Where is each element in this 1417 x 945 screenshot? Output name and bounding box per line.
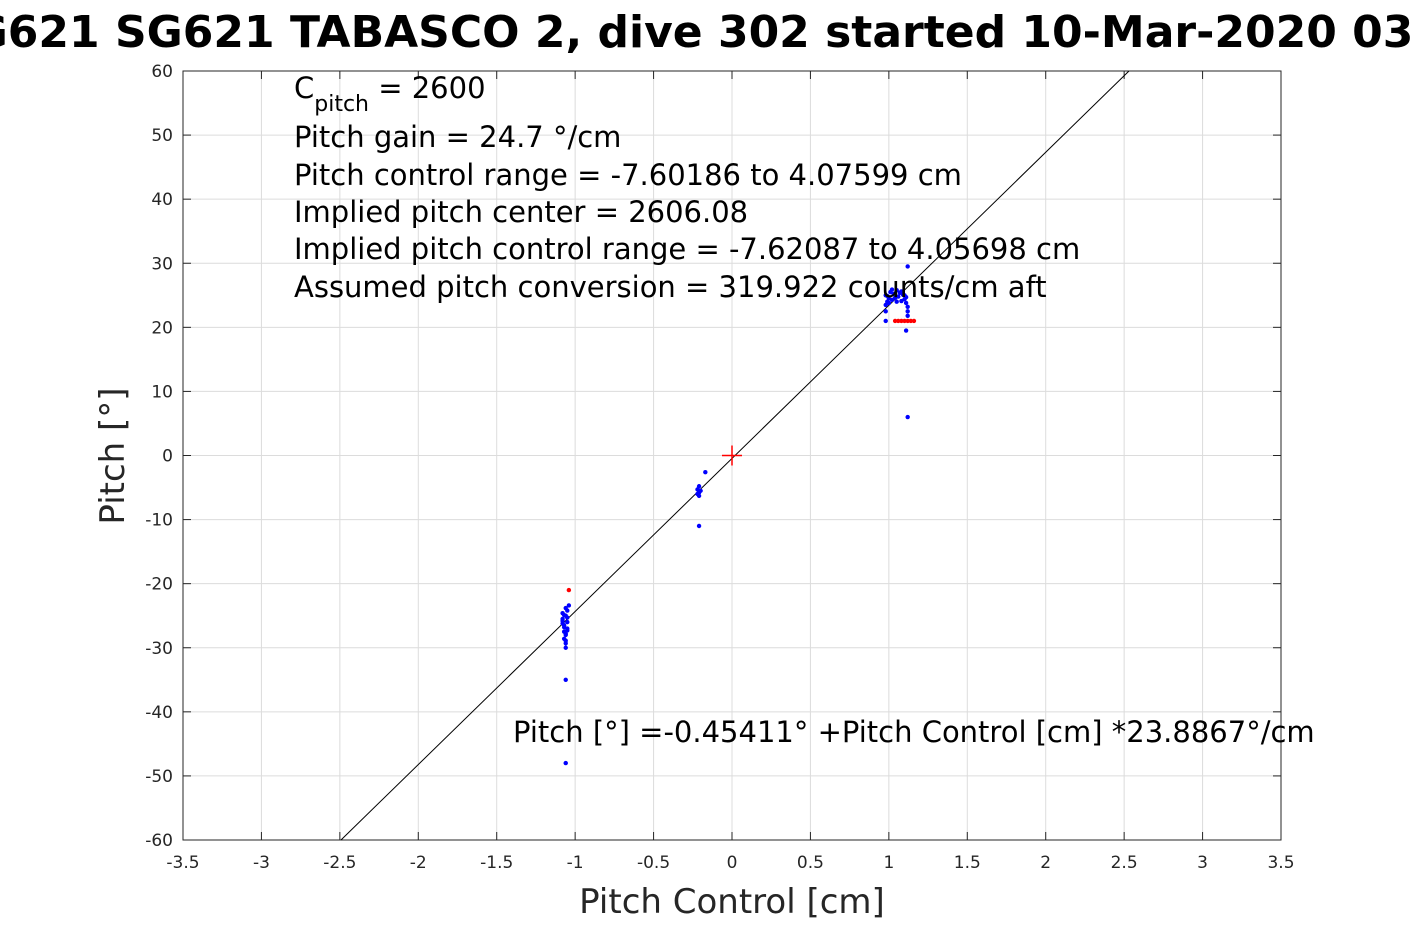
red-data-point <box>902 318 907 324</box>
x-tick-label: -3 <box>253 853 270 873</box>
y-tick-label: 50 <box>151 126 173 146</box>
red-data-point <box>566 587 572 593</box>
cpitch-main: C <box>294 71 314 105</box>
y-tick-label: 30 <box>151 254 173 274</box>
cpitch-value: = 2600 <box>369 71 486 105</box>
blue-data-point <box>560 618 565 624</box>
red-data-point <box>908 318 914 324</box>
fit-equation-annotation: Pitch [°] =-0.45411° +Pitch Control [cm]… <box>513 715 1315 749</box>
x-tick-label: -2.5 <box>323 853 356 873</box>
blue-data-point <box>905 264 910 269</box>
x-tick-label: -1.5 <box>480 853 513 873</box>
red-data-point <box>905 318 910 324</box>
blue-data-point <box>698 488 703 493</box>
y-tick-label: -10 <box>145 511 173 531</box>
red-data-point <box>892 318 898 324</box>
blue-data-point <box>894 287 899 293</box>
blue-data-point <box>563 638 568 643</box>
y-tick-label: -60 <box>145 831 173 851</box>
blue-data-point <box>566 603 572 608</box>
implied-pitch-center-annotation: Implied pitch center = 2606.08 <box>294 195 748 229</box>
blue-data-point <box>905 304 910 310</box>
blue-data-point <box>885 293 890 299</box>
y-tick-label: 20 <box>151 318 173 338</box>
blue-data-point <box>903 295 909 300</box>
y-tick-label: -40 <box>145 703 173 723</box>
blue-data-point <box>891 291 896 297</box>
blue-data-point <box>886 300 892 306</box>
blue-data-point <box>563 760 568 766</box>
blue-data-point <box>695 491 700 497</box>
x-tick-labels: -3.5 -3 -2.5 -2 -1.5 -1 -0.5 0 0.5 1 1.5 2 2.5 3 3.5 <box>166 853 1294 873</box>
blue-data-point <box>905 309 910 314</box>
blue-data-point <box>565 615 570 620</box>
x-axis-label: Pitch Control [cm] <box>579 882 885 922</box>
blue-data-point <box>563 645 568 650</box>
blue-data-point <box>563 605 568 611</box>
blue-data-point <box>905 313 910 318</box>
blue-data-point <box>696 484 702 489</box>
y-tick-label: -30 <box>145 639 173 659</box>
y-tick-label: 10 <box>151 382 173 402</box>
y-tick-label: -50 <box>145 767 173 787</box>
x-tick-label: 0.5 <box>797 853 824 873</box>
origin-marker <box>722 445 742 466</box>
y-tick-labels: -60 -50 -40 -30 -20 -10 0 10 20 30 40 50 60 <box>145 62 173 851</box>
cpitch-subscript: pitch <box>314 92 369 117</box>
cpitch-annotation: Cpitch = 2600 <box>294 71 486 117</box>
data-points <box>560 264 917 766</box>
red-data-point <box>911 318 917 324</box>
pitch-control-range-annotation: Pitch control range = -7.60186 to 4.0759… <box>294 158 962 192</box>
red-data-point <box>899 318 904 324</box>
blue-data-point <box>894 299 899 304</box>
chart-title: SG621 SG621 TABASCO 2, dive 302 started … <box>0 7 1417 58</box>
y-axis-label: Pitch [°] <box>93 387 133 524</box>
blue-data-point <box>903 300 909 306</box>
x-tick-label: 1 <box>883 853 894 873</box>
grid-lines <box>182 70 1282 841</box>
axis-ticks <box>182 70 1282 841</box>
y-tick-label: 40 <box>151 190 173 210</box>
y-tick-label: 0 <box>162 447 173 467</box>
blue-data-point <box>561 625 567 630</box>
blue-data-point <box>565 619 570 625</box>
blue-data-point <box>903 328 909 333</box>
blue-data-point <box>905 414 910 420</box>
x-tick-label: -0.5 <box>637 853 670 873</box>
red-data-point <box>896 318 901 324</box>
blue-data-point <box>703 469 708 475</box>
blue-data-point <box>565 628 570 633</box>
implied-pitch-range-annotation: Implied pitch control range = -7.62087 t… <box>294 232 1080 266</box>
blue-data-point <box>899 289 904 294</box>
x-tick-label: 2.5 <box>1111 853 1138 873</box>
blue-data-point <box>696 523 702 529</box>
x-tick-label: 3.5 <box>1267 853 1294 873</box>
blue-data-point <box>883 309 888 314</box>
blue-data-point <box>883 318 888 324</box>
x-tick-label: 1.5 <box>954 853 981 873</box>
blue-data-point <box>889 287 895 292</box>
x-tick-label: 3 <box>1197 853 1208 873</box>
x-tick-label: -1 <box>567 853 584 873</box>
pitch-gain-annotation: Pitch gain = 24.7 °/cm <box>294 120 621 154</box>
x-tick-label: 2 <box>1040 853 1051 873</box>
blue-data-point <box>896 294 901 299</box>
pitch-conversion-annotation: Assumed pitch conversion = 319.922 count… <box>294 270 1047 304</box>
blue-data-point <box>563 677 568 682</box>
y-tick-label: -20 <box>145 575 173 595</box>
x-tick-label: -3.5 <box>166 853 199 873</box>
y-tick-label: 60 <box>151 62 173 82</box>
blue-data-point <box>561 612 567 618</box>
x-tick-label: -2 <box>410 853 427 873</box>
x-tick-label: 0 <box>727 853 738 873</box>
